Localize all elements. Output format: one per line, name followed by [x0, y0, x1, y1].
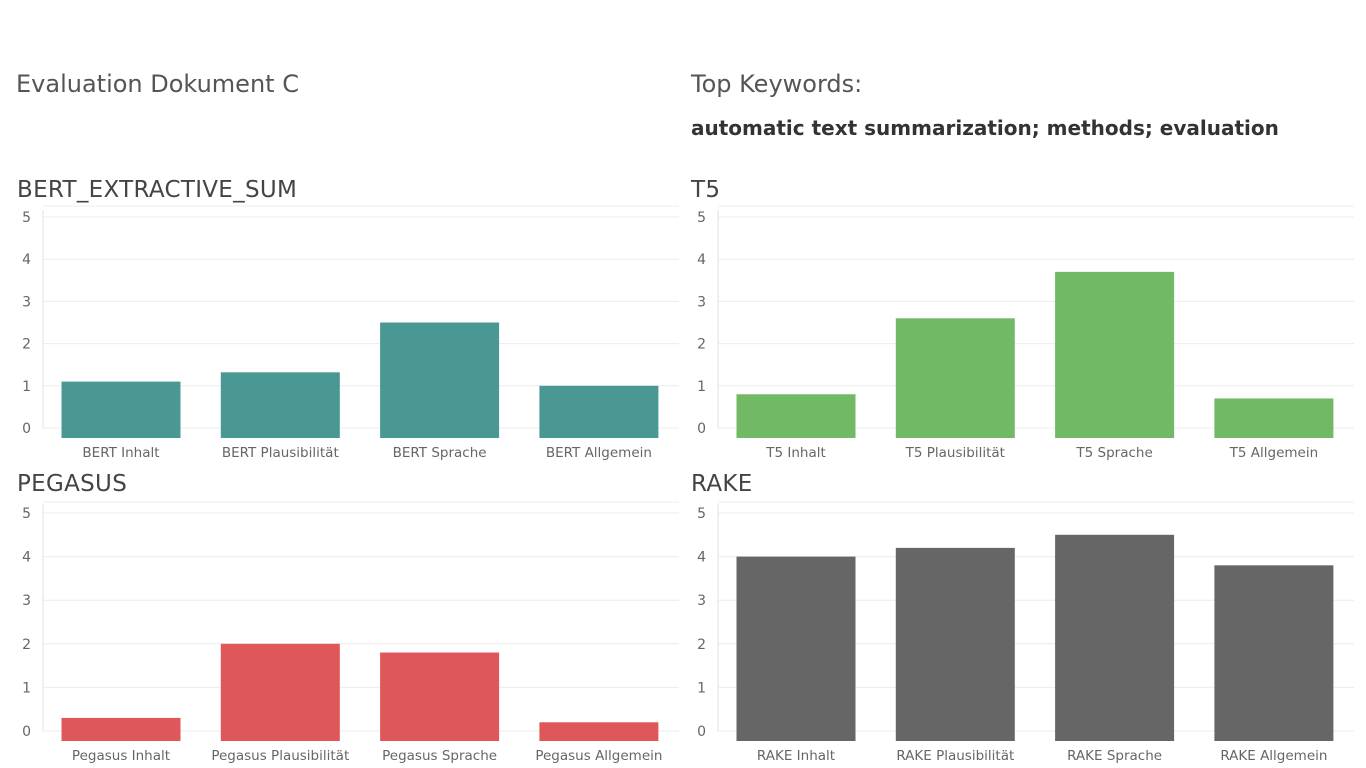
y-tick-label: 1	[22, 379, 31, 395]
y-tick-label: 1	[697, 680, 706, 696]
category-label: BERT Plausibilität	[222, 445, 339, 461]
keywords-label: Top Keywords:	[691, 70, 863, 98]
chart-title-pegasus: PEGASUS	[17, 471, 128, 497]
bar-rake-inhalt[interactable]	[736, 556, 856, 741]
y-tick-label: 2	[697, 637, 706, 653]
category-label: RAKE Plausibilität	[896, 748, 1014, 764]
bar-rake-allgemein[interactable]	[1214, 565, 1334, 741]
y-tick-label: 5	[22, 506, 31, 522]
category-label: RAKE Inhalt	[757, 748, 835, 764]
y-tick-label: 3	[697, 294, 706, 310]
bar-chart-rake: 0 1 2 3 4 5 RAKE Inhalt RAKE Plausibilität RAKE …	[697, 501, 1354, 764]
bar-t5-plausibilitaet[interactable]	[895, 318, 1015, 438]
y-tick-label: 5	[697, 210, 706, 226]
bar-rake-sprache[interactable]	[1055, 534, 1175, 741]
y-tick-label: 0	[697, 421, 706, 437]
bar-bert-plausibilitaet[interactable]	[220, 372, 340, 438]
category-label: T5 Sprache	[1075, 445, 1152, 461]
category-label: T5 Plausibilität	[905, 445, 1005, 461]
bar-chart-t5: 0 1 2 3 4 5 T5 Inhalt T5 Plausibilität T5 Sprach…	[697, 205, 1354, 461]
y-tick-label: 0	[22, 724, 31, 740]
y-tick-label: 2	[697, 337, 706, 353]
chart-title-bert: BERT_EXTRACTIVE_SUM	[17, 177, 298, 203]
y-tick-label: 3	[22, 593, 31, 609]
chart-title-rake: RAKE	[691, 471, 753, 497]
category-label: BERT Inhalt	[82, 445, 159, 461]
bar-chart-pegasus: 0 1 2 3 4 5 Pegasus Inhalt Pegasus Plausibilitä…	[22, 501, 679, 764]
y-tick-label: 1	[697, 379, 706, 395]
bar-bert-allgemein[interactable]	[539, 385, 659, 438]
bar-bert-inhalt[interactable]	[61, 381, 181, 438]
category-label: T5 Inhalt	[765, 445, 826, 461]
bar-bert-sprache[interactable]	[380, 322, 500, 439]
y-tick-label: 2	[22, 337, 31, 353]
y-tick-label: 3	[22, 294, 31, 310]
category-label: RAKE Sprache	[1067, 748, 1162, 764]
category-label: Pegasus Sprache	[382, 748, 497, 764]
category-label: RAKE Allgemein	[1220, 748, 1327, 764]
category-label: T5 Allgemein	[1229, 445, 1319, 461]
category-label: BERT Sprache	[393, 445, 487, 461]
bar-t5-inhalt[interactable]	[736, 394, 856, 438]
bar-pegasus-allgemein[interactable]	[539, 722, 659, 741]
y-tick-label: 4	[697, 252, 706, 268]
bar-pegasus-inhalt[interactable]	[61, 717, 181, 741]
y-tick-label: 4	[697, 550, 706, 566]
bar-pegasus-plausibilitaet[interactable]	[220, 643, 340, 741]
y-tick-label: 0	[697, 724, 706, 740]
y-tick-label: 4	[22, 550, 31, 566]
page-title: Evaluation Dokument C	[16, 70, 299, 98]
category-label: Pegasus Plausibilität	[211, 748, 349, 764]
y-tick-label: 2	[22, 637, 31, 653]
y-tick-label: 5	[22, 210, 31, 226]
chart-title-t5: T5	[691, 177, 721, 203]
bar-t5-allgemein[interactable]	[1214, 398, 1334, 438]
category-label: BERT Allgemein	[546, 445, 652, 461]
y-tick-label: 3	[697, 593, 706, 609]
category-label: Pegasus Allgemein	[535, 748, 662, 764]
y-tick-label: 1	[22, 680, 31, 696]
bar-t5-sprache[interactable]	[1055, 271, 1175, 438]
bar-rake-plausibilitaet[interactable]	[895, 547, 1015, 741]
bar-pegasus-sprache[interactable]	[380, 652, 500, 741]
y-tick-label: 0	[22, 421, 31, 437]
y-tick-label: 5	[697, 506, 706, 522]
bar-chart-bert: 0 1 2 3 4 5 BERT Inhalt BERT Plausibilität BERT …	[22, 205, 679, 461]
y-tick-label: 4	[22, 252, 31, 268]
keywords-text: automatic text summarization; methods; e…	[691, 116, 1279, 140]
category-label: Pegasus Inhalt	[72, 748, 170, 764]
